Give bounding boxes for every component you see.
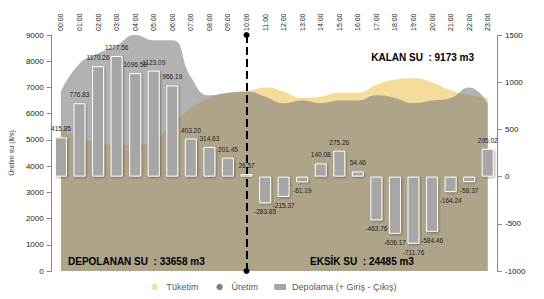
- svg-text:-58.37: -58.37: [460, 187, 479, 194]
- svg-text:1170.26: 1170.26: [87, 54, 110, 61]
- svg-text:275.26: 275.26: [329, 139, 349, 146]
- svg-text:-61.19: -61.19: [293, 187, 312, 194]
- svg-text:EKSİK SU : 24485 m3: EKSİK SU : 24485 m3: [310, 255, 414, 267]
- svg-text:Üretim su (lt/s): Üretim su (lt/s): [8, 130, 16, 176]
- svg-text:4000: 4000: [26, 162, 44, 171]
- svg-text:19:00: 19:00: [410, 13, 417, 31]
- svg-text:Tüketim: Tüketim: [167, 282, 199, 292]
- svg-text:09:00: 09:00: [224, 13, 231, 31]
- svg-text:314.63: 314.63: [199, 135, 219, 142]
- svg-text:-584.46: -584.46: [421, 237, 443, 244]
- svg-text:0: 0: [505, 172, 510, 181]
- svg-text:500: 500: [505, 125, 519, 134]
- svg-text:9000: 9000: [26, 31, 44, 40]
- svg-text:21:00: 21:00: [447, 13, 454, 31]
- svg-text:12:00: 12:00: [280, 13, 287, 31]
- svg-text:07:00: 07:00: [187, 13, 194, 31]
- svg-text:20:00: 20:00: [429, 13, 436, 31]
- svg-text:-215.37: -215.37: [273, 202, 295, 209]
- svg-text:02:00: 02:00: [95, 13, 102, 31]
- svg-text:-463.76: -463.76: [365, 225, 387, 232]
- svg-text:04:00: 04:00: [132, 13, 139, 31]
- svg-text:22:00: 22:00: [466, 13, 473, 31]
- svg-text:05:00: 05:00: [150, 13, 157, 31]
- svg-text:18:00: 18:00: [391, 13, 398, 31]
- svg-text:140.08: 140.08: [311, 151, 331, 158]
- svg-text:1123.09: 1123.09: [142, 59, 165, 66]
- svg-text:0: 0: [39, 267, 44, 276]
- svg-text:201.45: 201.45: [218, 146, 238, 153]
- svg-text:415.85: 415.85: [51, 125, 71, 132]
- svg-text:776.83: 776.83: [70, 91, 90, 98]
- svg-text:10:00: 10:00: [243, 13, 250, 31]
- svg-text:-164.24: -164.24: [440, 197, 462, 204]
- svg-text:3000: 3000: [26, 188, 44, 197]
- svg-text:6000: 6000: [26, 109, 44, 118]
- svg-text:-1000: -1000: [505, 267, 526, 276]
- svg-text:Üretim: Üretim: [232, 282, 259, 292]
- svg-text:1096.58: 1096.58: [123, 61, 147, 69]
- svg-text:Depolama (+ Giriş - Çıkış): Depolama (+ Giriş - Çıkış): [292, 282, 396, 292]
- svg-text:8000: 8000: [26, 57, 44, 66]
- svg-text:7000: 7000: [26, 83, 44, 92]
- svg-text:11:00: 11:00: [262, 14, 269, 31]
- svg-text:03:00: 03:00: [113, 13, 120, 31]
- svg-text:54.46: 54.46: [350, 159, 367, 166]
- svg-text:00:00: 00:00: [57, 13, 64, 31]
- svg-text:-500: -500: [505, 219, 522, 228]
- svg-text:-711.76: -711.76: [402, 248, 425, 256]
- svg-text:DEPOLANAN SU : 33658 m3: DEPOLANAN SU : 33658 m3: [68, 256, 205, 267]
- svg-text:403.20: 403.20: [181, 127, 201, 134]
- svg-text:15:00: 15:00: [336, 13, 343, 31]
- svg-text:06:00: 06:00: [169, 13, 176, 31]
- svg-text:1277.56: 1277.56: [105, 44, 129, 51]
- svg-text:966.19: 966.19: [162, 73, 182, 80]
- svg-text:1500: 1500: [505, 31, 523, 40]
- svg-text:01:00: 01:00: [76, 13, 83, 31]
- svg-text:13:00: 13:00: [299, 13, 306, 31]
- svg-text:5000: 5000: [26, 135, 44, 144]
- svg-text:2000: 2000: [26, 214, 44, 223]
- svg-text:KALAN SU : 9173 m3: KALAN SU : 9173 m3: [371, 52, 474, 63]
- svg-text:295.02: 295.02: [478, 137, 498, 144]
- svg-text:26.57: 26.57: [238, 162, 255, 169]
- svg-text:16:00: 16:00: [354, 13, 361, 31]
- svg-text:-606.17: -606.17: [384, 239, 406, 246]
- svg-text:23:00: 23:00: [484, 13, 491, 31]
- svg-text:08:00: 08:00: [206, 13, 213, 31]
- svg-text:-283.85: -283.85: [254, 208, 276, 215]
- svg-text:17:00: 17:00: [373, 13, 380, 31]
- svg-text:14:00: 14:00: [317, 13, 324, 31]
- svg-text:1000: 1000: [505, 78, 523, 87]
- svg-text:1000: 1000: [26, 240, 44, 249]
